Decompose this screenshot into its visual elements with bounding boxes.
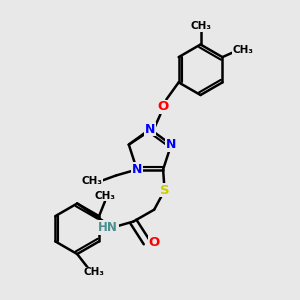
Text: HN: HN [98,221,118,234]
Text: N: N [145,123,155,136]
Text: N: N [132,163,142,176]
Text: CH₃: CH₃ [232,45,253,55]
Text: O: O [158,100,169,113]
Text: CH₃: CH₃ [83,268,104,278]
Text: CH₃: CH₃ [82,176,103,186]
Text: CH₃: CH₃ [190,21,211,31]
Text: O: O [148,236,160,249]
Text: N: N [166,138,176,151]
Text: CH₃: CH₃ [94,191,116,201]
Text: S: S [160,184,169,197]
